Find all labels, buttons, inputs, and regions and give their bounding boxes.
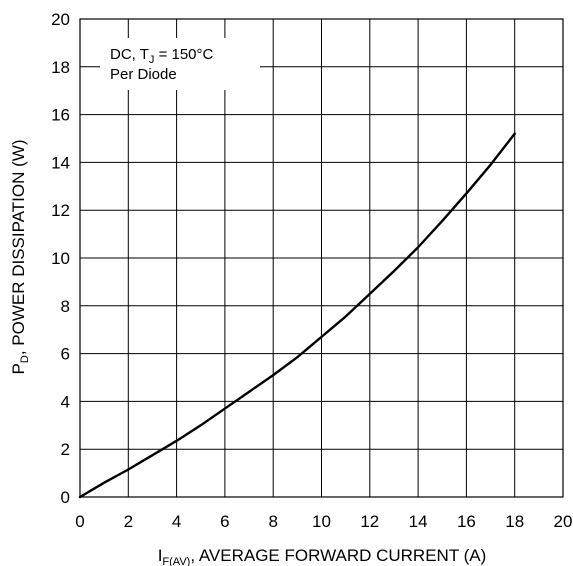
y-tick-label: 2 bbox=[61, 440, 70, 459]
y-tick-label: 0 bbox=[61, 488, 70, 507]
grid bbox=[79, 18, 564, 498]
y-axis-label: PD, POWER DISSIPATION (W) bbox=[9, 140, 31, 375]
x-tick-label: 2 bbox=[124, 512, 133, 531]
x-tick-label: 6 bbox=[220, 512, 229, 531]
plot-frame bbox=[79, 18, 564, 498]
series-line bbox=[78, 132, 516, 499]
annotation-line-2: Per Diode bbox=[110, 66, 177, 83]
y-tick-label: 14 bbox=[51, 153, 70, 172]
x-tick-label: 16 bbox=[457, 512, 476, 531]
y-tick-label: 4 bbox=[61, 392, 70, 411]
y-tick-label: 8 bbox=[61, 297, 70, 316]
x-tick-label: 20 bbox=[554, 512, 573, 531]
y-tick-label: 10 bbox=[51, 249, 70, 268]
y-tick-label: 16 bbox=[51, 106, 70, 125]
x-axis-label: IF(AV), AVERAGE FORWARD CURRENT (A) bbox=[158, 546, 487, 566]
x-tick-label: 12 bbox=[360, 512, 379, 531]
x-tick-label: 4 bbox=[172, 512, 181, 531]
x-tick-label: 8 bbox=[268, 512, 277, 531]
y-tick-label: 12 bbox=[51, 201, 70, 220]
x-tick-label: 10 bbox=[312, 512, 331, 531]
x-tick-labels: 0 2 4 6 8 10 12 14 16 18 20 bbox=[75, 512, 572, 531]
x-tick-label: 14 bbox=[409, 512, 428, 531]
y-tick-labels: 0 2 4 6 8 10 12 14 16 18 20 bbox=[51, 10, 70, 507]
annotation-box bbox=[100, 38, 260, 90]
y-tick-label: 6 bbox=[61, 345, 70, 364]
annotation-line-1: DC, TJ = 150°C bbox=[110, 46, 214, 66]
x-tick-label: 0 bbox=[75, 512, 84, 531]
y-tick-label: 20 bbox=[51, 10, 70, 29]
y-tick-label: 18 bbox=[51, 58, 70, 77]
x-tick-label: 18 bbox=[505, 512, 524, 531]
